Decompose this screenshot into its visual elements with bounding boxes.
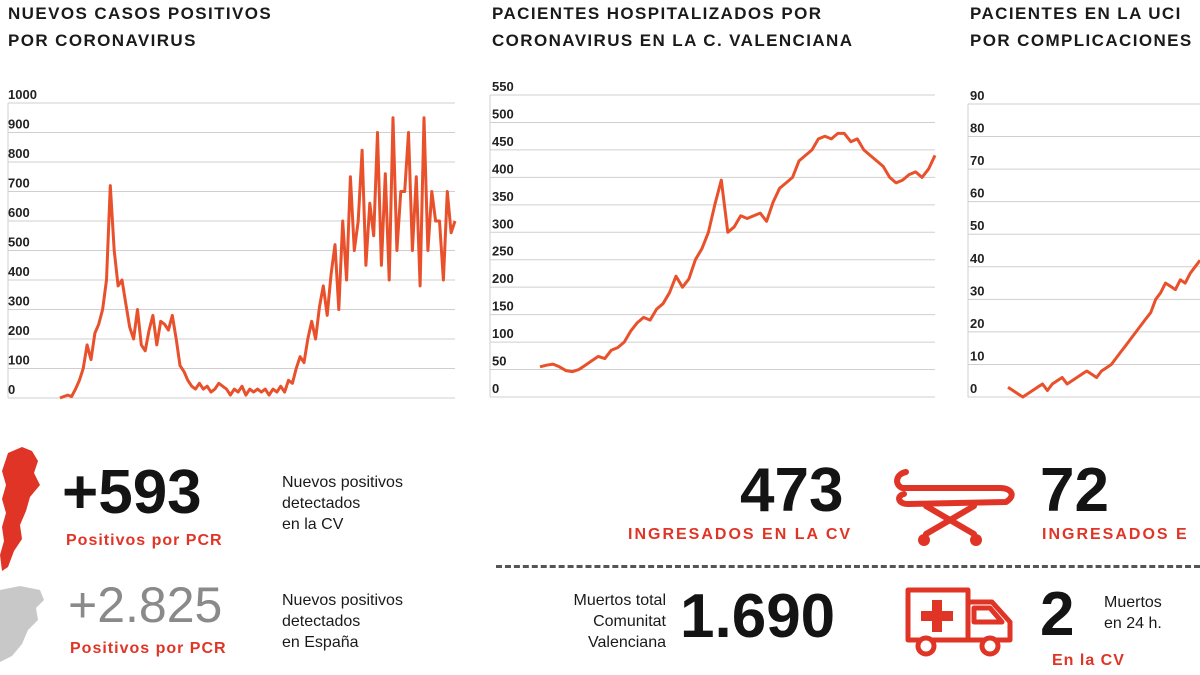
- cv-positives-desc: Nuevos positivos detectados en la CV: [282, 472, 403, 535]
- icu-label: INGRESADOS E: [1042, 526, 1189, 543]
- es-positives-label: Positivos por PCR: [70, 640, 227, 657]
- hosp-y-tick-label: 150: [492, 299, 514, 314]
- deaths-total-value: 1.690: [680, 582, 836, 651]
- es-positives-value: +2.825: [68, 577, 223, 633]
- uci-y-tick-label: 20: [970, 316, 984, 331]
- hosp-y-tick-label: 50: [492, 354, 506, 369]
- uci-y-tick-label: 80: [970, 121, 984, 136]
- hosp-y-tick-label: 500: [492, 106, 514, 121]
- deaths-total-desc: Muertos total Comunitat Valenciana: [520, 590, 666, 653]
- cv-positives-value: +593: [62, 458, 202, 527]
- es-desc-line-1: Nuevos positivos: [282, 592, 403, 609]
- cases-y-tick-label: 800: [8, 146, 30, 161]
- cases-y-tick-label: 900: [8, 117, 30, 132]
- spain-map-icon: [0, 586, 44, 662]
- deaths-24h-line-1: Muertos: [1104, 594, 1162, 611]
- ambulance-icon: [905, 587, 1013, 657]
- deaths-desc-line-1: Muertos total: [573, 592, 666, 609]
- hosp-y-tick-label: 0: [492, 381, 499, 396]
- hosp-y-tick-label: 300: [492, 216, 514, 231]
- uci-y-tick-label: 10: [970, 348, 984, 363]
- hosp-chart-title: PACIENTES HOSPITALIZADOS POR CORONAVIRUS…: [492, 0, 853, 54]
- uci-y-tick-label: 60: [970, 186, 984, 201]
- cases-title-line-2: POR CORONAVIRUS: [8, 31, 197, 50]
- uci-y-tick-label: 30: [970, 283, 984, 298]
- uci-y-tick-label: 40: [970, 251, 984, 266]
- uci-series-line: [1007, 259, 1200, 399]
- hosp-y-tick-label: 350: [492, 189, 514, 204]
- cases-series-line: [59, 116, 457, 400]
- cv-desc-line-1: Nuevos positivos: [282, 474, 403, 491]
- es-desc-line-2: detectados: [282, 613, 361, 630]
- hosp-title-line-2: CORONAVIRUS EN LA C. VALENCIANA: [492, 31, 854, 50]
- uci-title-line-1: PACIENTES EN LA UCI: [970, 4, 1182, 23]
- cases-y-tick-label: 100: [8, 353, 30, 368]
- uci-y-tick-label: 70: [970, 153, 984, 168]
- icu-value: 72: [1040, 456, 1109, 525]
- deaths-24h-value: 2: [1040, 580, 1075, 649]
- uci-y-tick-label: 50: [970, 218, 984, 233]
- deaths-24h-label: En la CV: [1052, 652, 1125, 669]
- hosp-series-line: [539, 131, 937, 374]
- cases-title-line-1: NUEVOS CASOS POSITIVOS: [8, 4, 273, 23]
- es-positives-desc: Nuevos positivos detectados en España: [282, 590, 403, 653]
- cv-positives-label: Positivos por PCR: [66, 532, 223, 549]
- cv-desc-line-2: detectados: [282, 495, 361, 512]
- uci-y-tick-label: 90: [970, 88, 984, 103]
- cases-y-tick-label: 600: [8, 205, 30, 220]
- hosp-y-tick-label: 100: [492, 326, 514, 341]
- cases-chart-title: NUEVOS CASOS POSITIVOS POR CORONAVIRUS: [8, 0, 272, 54]
- uci-title-line-2: POR COMPLICACIONES: [970, 31, 1193, 50]
- es-desc-line-3: en España: [282, 634, 359, 651]
- uci-y-tick-label: 0: [970, 381, 977, 396]
- deaths-desc-line-2: Comunitat: [593, 613, 666, 630]
- stats-divider: [496, 565, 1200, 568]
- stretcher-icon: [894, 469, 1015, 546]
- hosp-y-tick-label: 450: [492, 134, 514, 149]
- cases-y-tick-label: 500: [8, 235, 30, 250]
- cases-y-tick-label: 1000: [8, 87, 37, 102]
- cases-y-tick-label: 0: [8, 382, 15, 397]
- cases-y-tick-label: 700: [8, 176, 30, 191]
- hosp-y-tick-label: 400: [492, 161, 514, 176]
- hospitalized-value: 473: [740, 456, 844, 525]
- deaths-24h-desc: Muertos en 24 h.: [1104, 592, 1162, 634]
- hospitalized-label: INGRESADOS EN LA CV: [628, 526, 853, 543]
- deaths-desc-line-3: Valenciana: [588, 634, 666, 651]
- hosp-y-tick-label: 550: [492, 79, 514, 94]
- uci-chart-title: PACIENTES EN LA UCI POR COMPLICACIONES: [970, 0, 1193, 54]
- hosp-y-tick-label: 250: [492, 244, 514, 259]
- cv-desc-line-3: en la CV: [282, 516, 344, 533]
- cases-y-tick-label: 300: [8, 294, 30, 309]
- hosp-title-line-1: PACIENTES HOSPITALIZADOS POR: [492, 4, 823, 23]
- cases-y-tick-label: 400: [8, 264, 30, 279]
- deaths-24h-line-2: en 24 h.: [1104, 615, 1162, 632]
- hosp-y-tick-label: 200: [492, 271, 514, 286]
- cases-y-tick-label: 200: [8, 323, 30, 338]
- valencia-map-icon: [0, 447, 40, 571]
